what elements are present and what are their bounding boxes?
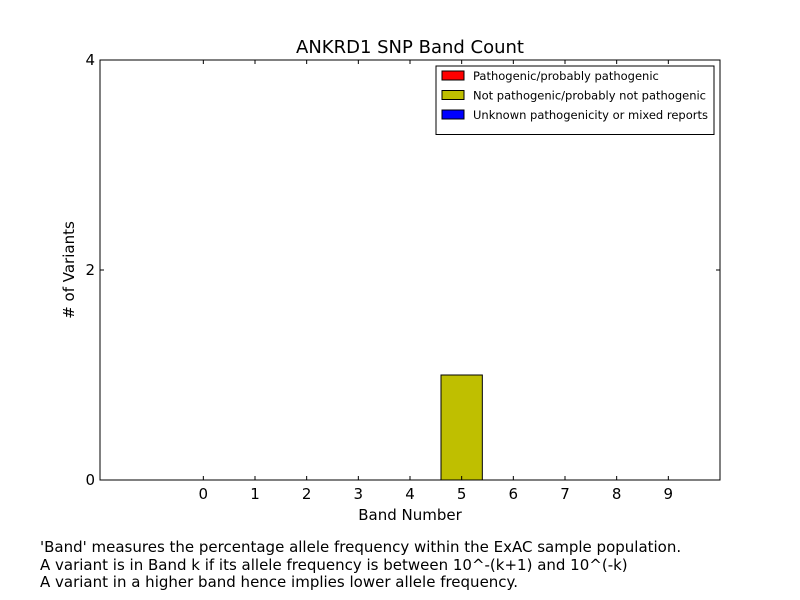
x-tick-label: 7	[560, 485, 570, 503]
bar-band-5-series-1	[440, 374, 483, 481]
y-tick-label: 0	[85, 471, 95, 489]
x-tick-label: 9	[664, 485, 674, 503]
caption: 'Band' measures the percentage allele fr…	[40, 538, 682, 592]
legend: Pathogenic/probably pathogenic Not pathog…	[435, 65, 715, 135]
y-axis: 0 2 4	[85, 51, 720, 489]
legend-swatch	[441, 70, 465, 81]
x-axis-label: Band Number	[358, 506, 462, 524]
legend-label: Pathogenic/probably pathogenic	[473, 69, 659, 83]
legend-box	[435, 65, 715, 135]
y-tick-label: 4	[85, 51, 95, 69]
x-tick-label: 5	[457, 485, 467, 503]
caption-line-1: 'Band' measures the percentage allele fr…	[40, 538, 682, 556]
y-tick-label: 2	[85, 261, 95, 279]
caption-line-3: A variant in a higher band hence implies…	[40, 573, 519, 591]
x-tick-label: 8	[612, 485, 622, 503]
bars-layer	[440, 374, 483, 481]
x-tick-label: 6	[509, 485, 519, 503]
x-axis: 0 1 2 3 4 5 6 7 8 9	[199, 60, 674, 503]
x-tick-label: 1	[250, 485, 260, 503]
caption-line-2: A variant is in Band k if its allele fre…	[40, 555, 628, 574]
x-tick-label: 3	[354, 485, 364, 503]
y-axis-label: # of Variants	[60, 221, 78, 319]
x-tick-label: 4	[405, 485, 415, 503]
legend-label: Not pathogenic/probably not pathogenic	[473, 89, 706, 103]
chart-title: ANKRD1 SNP Band Count	[296, 37, 524, 58]
legend-swatch	[441, 90, 465, 100]
legend-swatch	[441, 109, 465, 120]
x-tick-label: 0	[199, 485, 209, 503]
x-tick-label: 2	[302, 485, 312, 503]
legend-label: Unknown pathogenicity or mixed reports	[473, 108, 708, 122]
